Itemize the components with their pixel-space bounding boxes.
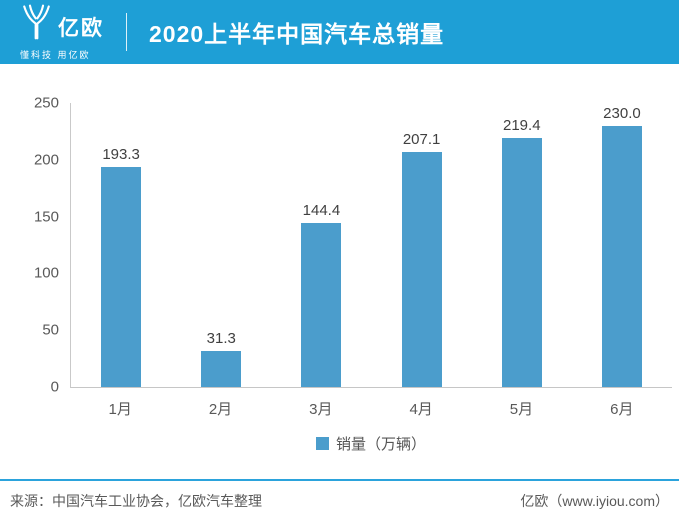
y-tick-label: 100 bbox=[33, 264, 59, 282]
bar-value-label: 230.0 bbox=[603, 104, 641, 122]
bar bbox=[201, 351, 242, 387]
bar-value-label: 144.4 bbox=[302, 201, 341, 219]
x-tick-label: 4月 bbox=[409, 401, 433, 418]
chart-area: 0 50 100 150 200 250 193.3 31.3 144.4 207.1 219.4… bbox=[0, 64, 679, 454]
logo-text: 亿欧 bbox=[58, 16, 104, 40]
bar-column: 207.1 bbox=[372, 103, 472, 387]
legend-label: 销量（万辆） bbox=[335, 436, 426, 453]
x-tick-label: 5月 bbox=[509, 401, 534, 418]
y-tick-label: 150 bbox=[33, 208, 59, 226]
bar-value-label: 219.4 bbox=[503, 116, 541, 134]
bar-series: 193.3 31.3 144.4 207.1 219.4 230.0 bbox=[71, 103, 672, 387]
bar-column: 193.3 bbox=[71, 103, 171, 387]
header-bar: 亿欧 懂科技 用亿欧 2020上半年中国汽车总销量 bbox=[0, 0, 679, 64]
bar-column: 31.3 bbox=[171, 103, 271, 387]
brand-note: 亿欧（www.iyiou.com） bbox=[520, 492, 669, 509]
y-tick-label: 0 bbox=[50, 378, 59, 396]
x-tick-label: 1月 bbox=[108, 401, 132, 418]
bar bbox=[301, 222, 342, 387]
logo-y-icon bbox=[20, 4, 53, 45]
source-note: 来源：中国汽车工业协会，亿欧汽车整理 bbox=[10, 492, 262, 509]
footer: 来源：中国汽车工业协会，亿欧汽车整理 亿欧（www.iyiou.com） bbox=[0, 479, 679, 520]
bar bbox=[601, 125, 642, 387]
bar-column: 219.4 bbox=[472, 103, 572, 387]
x-axis-labels: 1月 2月 3月 4月 5月 6月 bbox=[70, 398, 672, 419]
logo-tagline: 懂科技 用亿欧 bbox=[20, 49, 91, 60]
x-tick-label: 3月 bbox=[309, 401, 333, 418]
header-divider bbox=[126, 13, 127, 51]
bar-value-label: 31.3 bbox=[206, 330, 236, 348]
bar bbox=[101, 167, 142, 387]
bar-column: 144.4 bbox=[271, 103, 371, 387]
y-tick-label: 200 bbox=[33, 151, 59, 169]
legend-swatch bbox=[315, 437, 329, 450]
plot-area: 0 50 100 150 200 250 193.3 31.3 144.4 207.1 219.4… bbox=[34, 95, 672, 396]
x-tick-label: 2月 bbox=[208, 401, 233, 418]
y-tick-label: 50 bbox=[42, 321, 59, 339]
legend: 销量（万辆） bbox=[70, 433, 672, 454]
y-tick-label: 250 bbox=[33, 94, 59, 112]
bar bbox=[501, 137, 542, 387]
x-tick-label: 6月 bbox=[610, 401, 634, 418]
bar-value-label: 207.1 bbox=[402, 130, 441, 148]
brand-logo: 亿欧 懂科技 用亿欧 bbox=[20, 4, 104, 61]
bar-column: 230.0 bbox=[572, 103, 672, 387]
bar-value-label: 193.3 bbox=[102, 146, 140, 164]
chart-title: 2020上半年中国汽车总销量 bbox=[149, 21, 445, 47]
bar bbox=[401, 151, 442, 387]
